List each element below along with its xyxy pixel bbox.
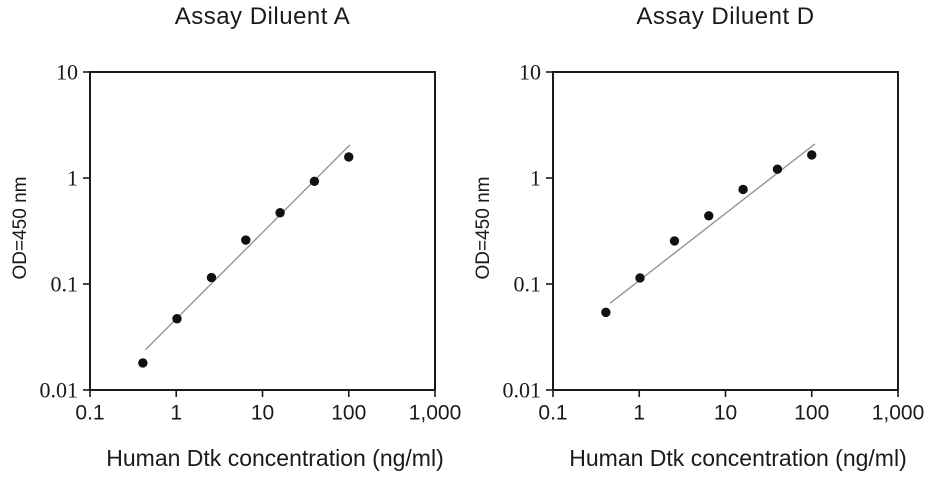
x-tick-label: 1: [170, 401, 182, 424]
x-axis-title: Human Dtk concentration (ng/ml): [106, 445, 444, 471]
data-point: [635, 273, 645, 283]
x-tick-label: 10: [251, 401, 274, 424]
data-point: [309, 176, 320, 187]
y-tick-label: 10: [56, 59, 78, 84]
x-tick-label: 100: [794, 401, 829, 424]
chart-panel-assay-diluent-d: Assay Diluent D OD=450 nm 0.1 1 10 100 1,000…: [463, 0, 926, 480]
x-tick-label: 1: [633, 401, 645, 424]
x-tick-label: 10: [714, 401, 737, 424]
data-point: [807, 150, 817, 160]
data-point: [772, 164, 783, 174]
x-tick-label: 1,000: [872, 401, 925, 424]
data-point: [206, 272, 217, 283]
x-axis-title: Human Dtk concentration (ng/ml): [569, 445, 907, 471]
data-point: [704, 211, 714, 221]
chart-panel-assay-diluent-a: Assay Diluent A OD=450 nm 0.1 1 10 100 1,000…: [10, 3, 462, 471]
chart-title: Assay Diluent A: [174, 3, 351, 30]
data-point: [738, 184, 748, 195]
data-point: [275, 208, 285, 218]
data-point: [138, 358, 148, 368]
data-point: [669, 236, 680, 246]
y-tick-label: 0.01: [40, 377, 79, 402]
y-tick-label: 0.1: [51, 271, 79, 296]
x-tick-label: 1,000: [409, 401, 462, 424]
plot-frame: [552, 71, 899, 391]
chart-title: Assay Diluent D: [636, 3, 815, 30]
x-tick-label: 0.1: [75, 401, 104, 424]
y-tick-label: 1: [67, 165, 78, 190]
data-point: [344, 152, 354, 162]
data-point: [241, 235, 251, 245]
y-tick-label: 10: [519, 59, 541, 84]
x-tick-label: 0.1: [538, 401, 567, 424]
plot-frame: [89, 71, 436, 391]
data-point: [601, 307, 611, 318]
y-tick-label: 0.01: [503, 377, 542, 402]
x-tick-label: 100: [331, 401, 366, 424]
data-point: [172, 314, 182, 324]
y-tick-label: 0.1: [514, 271, 542, 296]
y-tick-label: 1: [530, 165, 541, 190]
